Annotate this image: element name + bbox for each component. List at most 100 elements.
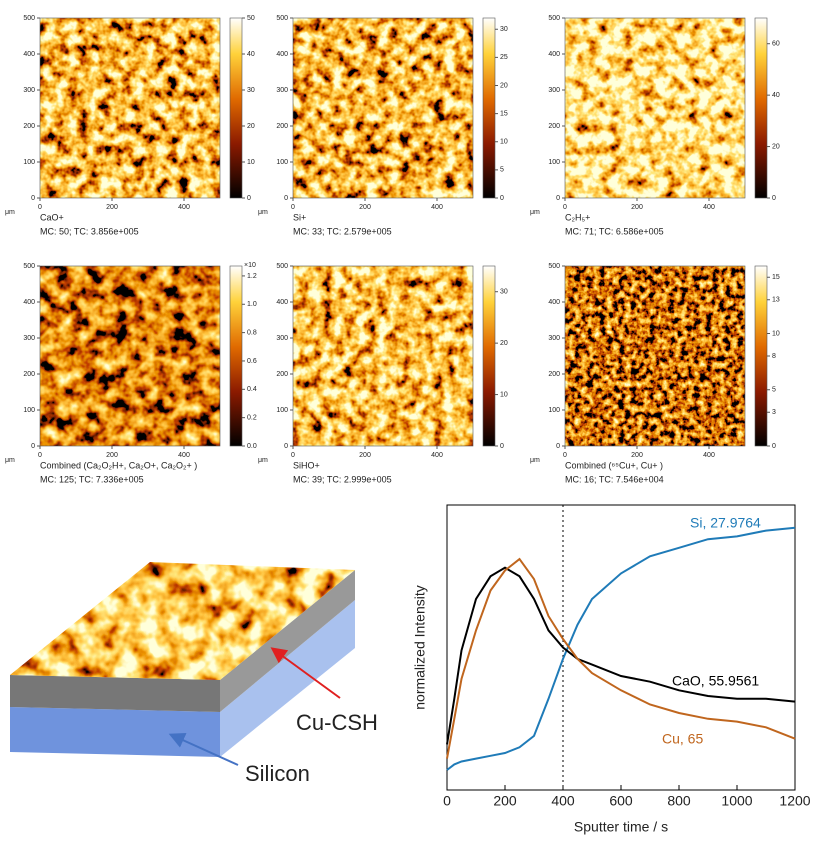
y-tick-label: 0 <box>284 443 288 450</box>
x-tick-label: 400 <box>703 204 715 211</box>
x-tick-label: 400 <box>431 204 443 211</box>
y-tick-label: 0 <box>556 443 560 450</box>
y-tick-label: 200 <box>23 123 35 130</box>
colorbar-label: 50 <box>247 15 255 22</box>
x-tick-label: 200 <box>493 793 517 809</box>
colorbar-label: 30 <box>247 87 255 94</box>
colorbar <box>229 265 243 447</box>
map-caption: MC: 125; TC: 7.336e+005 <box>40 474 144 484</box>
y-tick-label: 500 <box>548 15 560 22</box>
colorbar-label: 0.0 <box>247 443 257 450</box>
y-tick-label: 100 <box>548 407 560 414</box>
y-tick-label: 500 <box>276 263 288 270</box>
x-tick-label: 800 <box>667 793 691 809</box>
ion-map <box>565 18 745 198</box>
colorbar-label: 10 <box>247 159 255 166</box>
colorbar-label: 0 <box>772 195 776 202</box>
map-frame <box>292 17 474 199</box>
y-tick-label: 0 <box>284 195 288 202</box>
series-line <box>446 557 796 759</box>
x-tick-label: 400 <box>178 452 190 459</box>
axis-unit: μm <box>530 209 540 216</box>
colorbar-label: 10 <box>500 139 508 146</box>
y-tick-label: 200 <box>276 371 288 378</box>
y-tick-label: 200 <box>276 123 288 130</box>
x-tick-label: 400 <box>178 204 190 211</box>
x-tick-label: 200 <box>359 452 371 459</box>
map-frame <box>292 265 474 447</box>
species-label: Combined (⁶⁵Cu+, Cu+ ) <box>565 460 663 470</box>
colorbar-label: 1.0 <box>247 301 257 308</box>
y-tick-label: 300 <box>23 87 35 94</box>
substrate-label: Silicon <box>245 761 310 786</box>
colorbar <box>754 17 768 199</box>
colorbar-label: 30 <box>500 26 508 33</box>
x-tick-label: 0 <box>443 793 451 809</box>
x-tick-label: 0 <box>38 452 42 459</box>
y-tick-label: 500 <box>276 15 288 22</box>
y-tick-label: 300 <box>276 87 288 94</box>
series-label: Si, 27.9764 <box>690 515 761 531</box>
map-caption: MC: 50; TC: 3.856e+005 <box>40 226 139 236</box>
axis-unit: μm <box>530 457 540 464</box>
axis-unit: μm <box>5 209 15 216</box>
map-frame <box>39 265 221 447</box>
ion-map <box>293 266 473 446</box>
y-tick-label: 0 <box>31 443 35 450</box>
colorbar-label: 0.4 <box>247 386 257 393</box>
y-tick-label: 100 <box>23 159 35 166</box>
x-tick-label: 200 <box>359 204 371 211</box>
colorbar-label: 15 <box>500 110 508 117</box>
series-label: Cu, 65 <box>662 731 703 747</box>
y-axis-label: normalized Intensity <box>412 585 428 710</box>
colorbar-label: 0 <box>500 443 504 450</box>
axis-unit: μm <box>258 457 268 464</box>
y-tick-label: 200 <box>23 371 35 378</box>
layer-illustration: Cu-CSH Silicon <box>10 562 378 786</box>
colorbar-label: 40 <box>247 51 255 58</box>
colorbar <box>482 17 496 199</box>
series-line <box>446 566 796 745</box>
y-tick-label: 100 <box>276 159 288 166</box>
map-frame <box>564 17 746 199</box>
x-tick-label: 0 <box>563 204 567 211</box>
colorbar-label: 10 <box>500 391 508 398</box>
ion-map <box>565 266 745 446</box>
colorbar-label: 5 <box>772 387 776 394</box>
x-tick-label: 0 <box>291 452 295 459</box>
axis-unit: μm <box>5 457 15 464</box>
species-label: SiHO+ <box>293 460 320 470</box>
colorbar <box>482 265 496 447</box>
colorbar-label: 10 <box>772 330 780 337</box>
axis-unit: μm <box>258 209 268 216</box>
colorbar-label: 8 <box>772 353 776 360</box>
x-tick-label: 400 <box>703 452 715 459</box>
x-tick-label: 200 <box>631 452 643 459</box>
colorbar-label: 40 <box>772 92 780 99</box>
colorbar-label: 20 <box>500 340 508 347</box>
colorbar-label: 0.2 <box>247 414 257 421</box>
y-tick-label: 0 <box>31 195 35 202</box>
x-tick-label: 200 <box>631 204 643 211</box>
y-tick-label: 300 <box>548 87 560 94</box>
y-tick-label: 300 <box>276 335 288 342</box>
colorbar-label: 0 <box>247 195 251 202</box>
y-tick-label: 200 <box>548 371 560 378</box>
colorbar-label: 20 <box>772 143 780 150</box>
ion-map <box>40 18 220 198</box>
colorbar-label: 3 <box>772 409 776 416</box>
y-tick-label: 100 <box>548 159 560 166</box>
colorbar-label: 25 <box>500 54 508 61</box>
x-tick-label: 0 <box>38 204 42 211</box>
x-tick-label: 0 <box>291 204 295 211</box>
layer-label: Cu-CSH <box>296 710 378 735</box>
colorbar-multiplier: ×10 <box>244 262 256 269</box>
map-caption: MC: 39; TC: 2.999e+005 <box>293 474 392 484</box>
colorbar-label: 0.6 <box>247 358 257 365</box>
species-label: CaO+ <box>40 212 64 222</box>
x-tick-label: 0 <box>563 452 567 459</box>
map-frame <box>564 265 746 447</box>
ion-map <box>40 266 220 446</box>
y-tick-label: 300 <box>548 335 560 342</box>
